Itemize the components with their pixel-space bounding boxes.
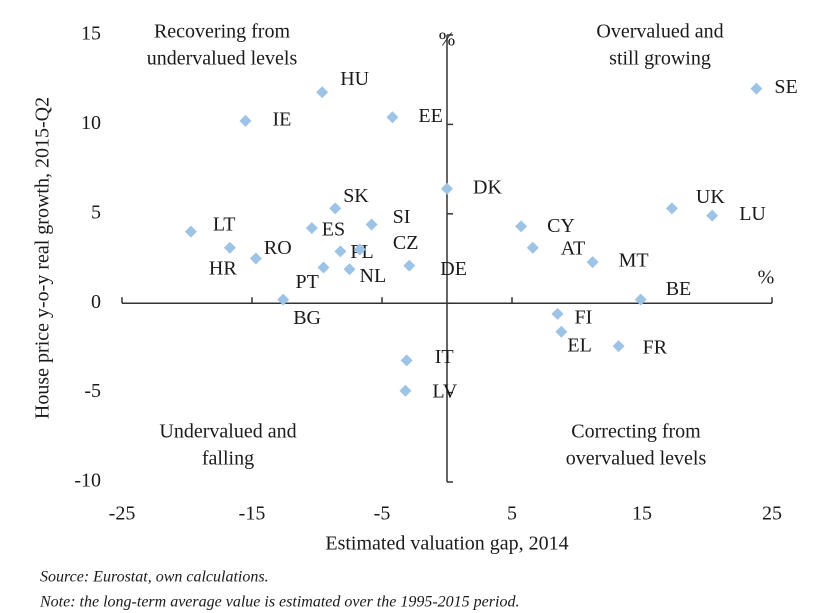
point: [343, 263, 356, 276]
point: [223, 241, 236, 254]
point: [239, 114, 252, 127]
point-label: PT: [296, 271, 319, 293]
point-label: EE: [418, 105, 442, 127]
note: Note: the long-term average value is est…: [39, 594, 519, 611]
point: [555, 325, 568, 338]
y-tick-label: 15: [81, 23, 101, 45]
point: [586, 256, 599, 269]
point-label: MT: [619, 250, 649, 272]
x-tick-label: -5: [374, 503, 391, 525]
y-tick-label: 10: [81, 112, 101, 134]
y-tick-label: -5: [84, 380, 101, 402]
point: [277, 293, 290, 306]
point: [334, 245, 347, 258]
point-label: RO: [264, 237, 292, 259]
point: [634, 293, 647, 306]
y-tick-label: 0: [91, 291, 101, 313]
point: [249, 252, 262, 265]
point-label: LU: [739, 203, 766, 225]
point-label: LT: [213, 213, 236, 235]
x-tick-label: 15: [632, 503, 652, 525]
quadrant-annotation: still growing: [609, 48, 711, 70]
x-tick-label: -25: [109, 503, 136, 525]
point: [399, 384, 412, 397]
quadrant-annotation: Correcting from: [571, 421, 701, 443]
point: [365, 218, 378, 231]
point-label: AT: [561, 237, 585, 259]
point: [706, 209, 719, 222]
point: [612, 340, 625, 353]
point-label: EL: [567, 334, 591, 356]
x-tick-label: 25: [762, 503, 782, 525]
quadrant-annotation: Overvalued and: [596, 21, 723, 43]
point: [305, 222, 318, 235]
point: [526, 241, 539, 254]
point-label: HR: [209, 257, 237, 279]
x-axis-title: Estimated valuation gap, 2014: [325, 533, 568, 555]
y-tick-label: 5: [91, 201, 101, 223]
point-label: CZ: [393, 232, 419, 254]
point: [551, 307, 564, 320]
point-label: CY: [547, 215, 575, 237]
source: Source: Eurostat, own calculations.: [40, 569, 269, 586]
point: [750, 82, 763, 95]
point-label: SI: [393, 206, 411, 228]
point: [400, 354, 413, 367]
y-axis-title: House price y-o-y real growth, 2015-Q2: [32, 97, 54, 419]
point-label: IE: [273, 108, 292, 130]
quadrant-annotation: falling: [202, 448, 254, 470]
x-tick-label: -15: [239, 503, 266, 525]
point-label: LV: [432, 380, 457, 402]
point-label: BG: [293, 307, 321, 329]
point: [665, 202, 678, 215]
point: [329, 202, 342, 215]
x-tick-label: 5: [507, 503, 517, 525]
y-tick-label: -10: [74, 470, 101, 492]
point-label: HU: [340, 68, 369, 90]
quadrant-annotation: Recovering from: [154, 21, 291, 43]
point-label: BE: [666, 278, 692, 300]
point-label: UK: [696, 186, 725, 208]
quadrant-annotation: Undervalued and: [159, 421, 296, 443]
point: [317, 261, 330, 274]
point: [386, 111, 399, 124]
point-label: SK: [343, 185, 369, 207]
point: [184, 225, 197, 238]
point-label: NL: [360, 265, 387, 287]
y-unit: %: [439, 29, 456, 51]
point-label: FR: [643, 337, 668, 359]
quadrant-annotation: undervalued levels: [147, 48, 298, 70]
point-label: DE: [440, 258, 467, 280]
point: [441, 182, 453, 195]
quadrant-annotation: overvalued levels: [566, 448, 707, 470]
point-label: DK: [473, 176, 502, 198]
point: [403, 259, 416, 272]
point: [316, 86, 329, 99]
point-label: FI: [575, 307, 593, 329]
point: [353, 243, 366, 256]
point-label: ES: [322, 219, 345, 241]
point: [515, 220, 528, 233]
x-unit: %: [758, 267, 775, 289]
point-label: IT: [435, 346, 454, 368]
point-label: SE: [774, 76, 797, 98]
